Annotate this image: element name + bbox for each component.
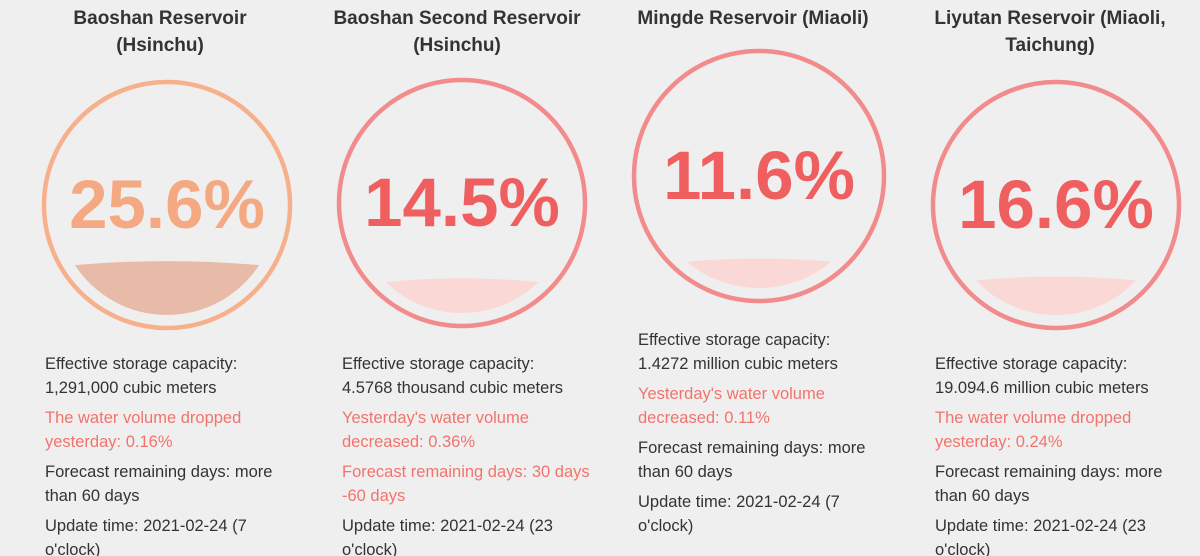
gauge-ring	[930, 79, 1182, 331]
reservoir-title: Baoshan Reservoir (Hsinchu)	[15, 5, 305, 59]
reservoir-title-line: (Hsinchu)	[116, 35, 204, 56]
reservoir-info: Effective storage capacity: 4.5768 thousa…	[342, 352, 602, 556]
capacity-text: Effective storage capacity: 4.5768 thousa…	[342, 352, 602, 400]
update-time-text: Update time: 2021-02-24 (7 o'clock)	[45, 517, 247, 556]
capacity-value: 4.5768 thousand cubic meters	[342, 379, 564, 397]
capacity-label: Effective storage capacity:	[638, 331, 831, 349]
forecast-text: Forecast remaining days: 30 days -60 day…	[342, 463, 590, 505]
volume-change-text: The water volume dropped yesterday: 0.24…	[935, 409, 1132, 451]
capacity-label: Effective storage capacity:	[935, 355, 1128, 373]
storage-percentage: 14.5%	[364, 164, 560, 241]
gauge-ring	[41, 79, 293, 331]
storage-percentage: 11.6%	[663, 137, 855, 214]
water-level-fill	[976, 276, 1136, 315]
capacity-text: Effective storage capacity: 1,291,000 cub…	[45, 352, 305, 400]
update-time-text: Update time: 2021-02-24 (23 o'clock)	[935, 517, 1146, 556]
reservoir-gauge: 11.6%	[631, 48, 887, 304]
reservoir-gauge: 14.5%	[336, 77, 588, 329]
forecast-text: Forecast remaining days: more than 60 da…	[935, 463, 1163, 505]
reservoir-title: Liyutan Reservoir (Miaoli, Taichung)	[905, 5, 1195, 59]
reservoir-card: Baoshan Second Reservoir (Hsinchu) 14.5%…	[312, 0, 602, 556]
water-level-fill	[385, 278, 539, 314]
update-time-text: Update time: 2021-02-24 (23 o'clock)	[342, 517, 553, 556]
reservoir-gauge: 25.6%	[41, 79, 293, 331]
volume-change-text: Yesterday's water volume decreased: 0.36…	[342, 409, 529, 451]
forecast-text: Forecast remaining days: more than 60 da…	[638, 439, 866, 481]
reservoir-title: Baoshan Second Reservoir (Hsinchu)	[312, 5, 602, 59]
capacity-text: Effective storage capacity: 19.094.6 mill…	[935, 352, 1195, 400]
reservoir-title-line: Taichung)	[1005, 35, 1095, 56]
storage-percentage: 25.6%	[69, 166, 265, 243]
reservoir-info: Effective storage capacity: 1,291,000 cub…	[45, 352, 305, 556]
reservoir-info: Effective storage capacity: 19.094.6 mill…	[935, 352, 1195, 556]
volume-change-text: Yesterday's water volume decreased: 0.11…	[638, 385, 825, 427]
reservoir-card: Mingde Reservoir (Miaoli) 11.6% Effectiv…	[608, 0, 898, 556]
storage-percentage: 16.6%	[958, 166, 1154, 243]
reservoir-card: Baoshan Reservoir (Hsinchu) 25.6% Effect…	[15, 0, 305, 556]
volume-change-text: The water volume dropped yesterday: 0.16…	[45, 409, 242, 451]
water-level-fill	[74, 261, 260, 316]
reservoir-gauge: 16.6%	[930, 79, 1182, 331]
reservoir-title-line: Baoshan Second Reservoir	[333, 8, 581, 29]
capacity-label: Effective storage capacity:	[45, 355, 238, 373]
gauge-ring	[631, 48, 887, 304]
gauge-ring	[336, 77, 588, 329]
reservoir-title-line: Liyutan Reservoir (Miaoli,	[934, 8, 1166, 29]
water-level-fill	[686, 258, 832, 288]
capacity-value: 1,291,000 cubic meters	[45, 379, 217, 397]
capacity-value: 1.4272 million cubic meters	[638, 355, 838, 373]
capacity-label: Effective storage capacity:	[342, 355, 535, 373]
reservoir-title: Mingde Reservoir (Miaoli)	[608, 5, 898, 32]
update-time-text: Update time: 2021-02-24 (7 o'clock)	[638, 493, 840, 535]
reservoir-info: Effective storage capacity: 1.4272 millio…	[638, 328, 898, 544]
forecast-text: Forecast remaining days: more than 60 da…	[45, 463, 273, 505]
capacity-value: 19.094.6 million cubic meters	[935, 379, 1149, 397]
reservoir-title-line: Mingde Reservoir (Miaoli)	[637, 8, 869, 29]
reservoir-title-line: (Hsinchu)	[413, 35, 501, 56]
capacity-text: Effective storage capacity: 1.4272 millio…	[638, 328, 898, 376]
reservoir-title-line: Baoshan Reservoir	[73, 8, 247, 29]
reservoir-card: Liyutan Reservoir (Miaoli, Taichung) 16.…	[905, 0, 1195, 556]
